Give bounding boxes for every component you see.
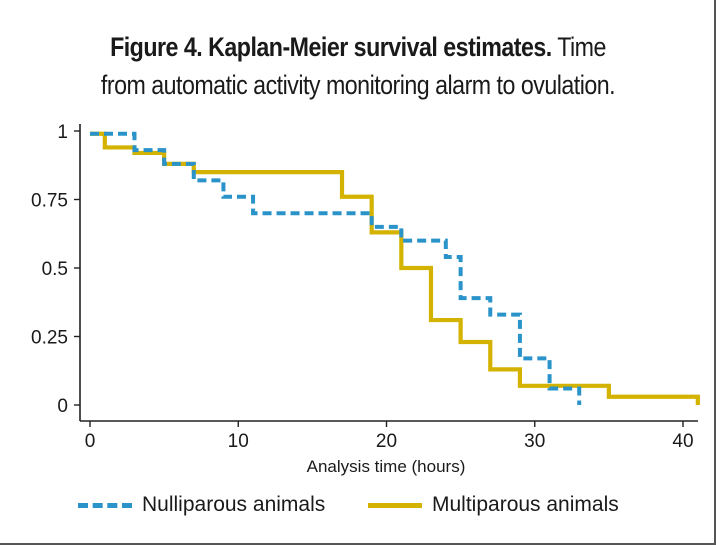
- chart-title-bold: Figure 4. Kaplan-Meier survival estimate…: [110, 32, 552, 62]
- chart-title-rest: Time: [557, 32, 606, 62]
- x-axis-label: Analysis time (hours): [307, 457, 466, 476]
- x-tick-label: 10: [228, 431, 249, 452]
- x-tick-label: 30: [524, 431, 545, 452]
- series-layer: [90, 131, 700, 405]
- legend-label-multiparous: Multiparous animals: [432, 493, 619, 516]
- chart-title: Figure 4. Kaplan-Meier survival estimate…: [50, 28, 666, 104]
- y-tick-label: 1: [57, 122, 68, 143]
- series-line-multiparous: [90, 131, 700, 405]
- legend-item-multiparous: Multiparous animals: [368, 488, 619, 522]
- legend-swatch-multiparous: [368, 502, 422, 508]
- x-tick-label: 40: [672, 431, 693, 452]
- chart-title-line2: from automatic activity monitoring alarm…: [100, 70, 616, 100]
- x-tick-label: 20: [376, 431, 397, 452]
- legend-label-nulliparous: Nulliparous animals: [142, 493, 326, 516]
- legend-item-nulliparous: Nulliparous animals: [78, 488, 325, 522]
- y-tick-label: 0.75: [31, 191, 68, 212]
- legend-swatch-nulliparous: [78, 502, 132, 508]
- y-tick-label: 0: [57, 396, 68, 417]
- y-tick-label: 0.5: [42, 259, 68, 280]
- legend: Nulliparous animals Multiparous animals: [0, 488, 716, 522]
- series-line-nulliparous: [90, 131, 582, 405]
- y-tick-label: 0.25: [31, 328, 68, 349]
- x-tick-label: 0: [85, 431, 96, 452]
